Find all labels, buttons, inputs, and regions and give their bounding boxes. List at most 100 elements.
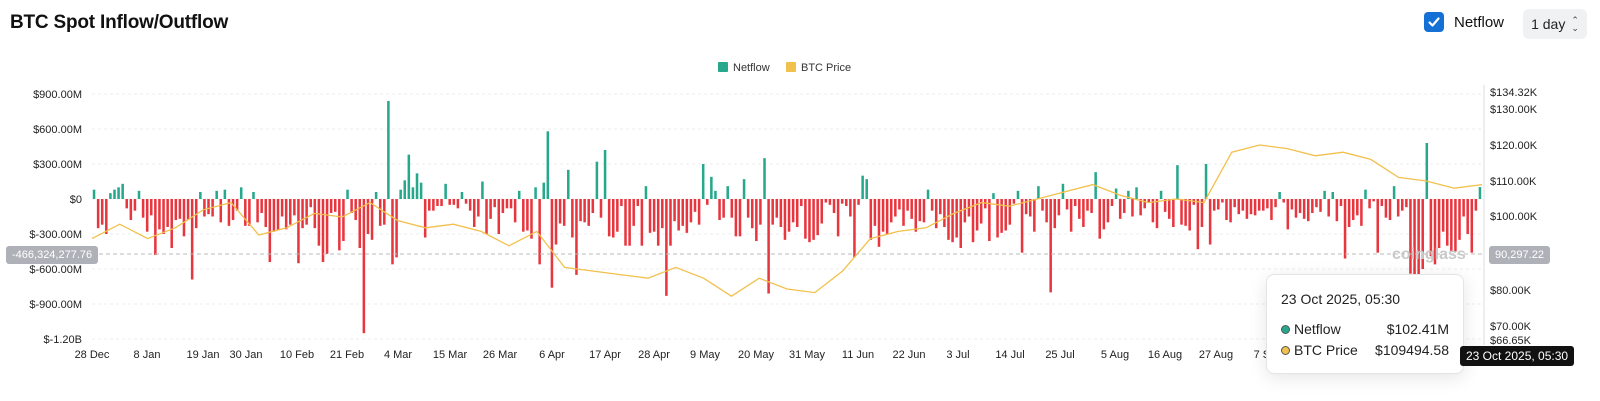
netflow-bar — [387, 100, 390, 199]
netflow-bar — [113, 189, 116, 199]
netflow-bar — [877, 199, 881, 247]
netflow-bar — [783, 199, 787, 240]
netflow-bar — [1327, 199, 1330, 217]
netflow-bar — [333, 199, 337, 212]
netflow-bar — [996, 199, 999, 238]
netflow-bar — [889, 199, 893, 223]
netflow-bar — [276, 199, 280, 231]
netflow-bar — [1225, 199, 1228, 221]
netflow-toggle-label: Netflow — [1454, 13, 1505, 31]
netflow-bar — [448, 199, 451, 205]
netflow-bar — [1294, 199, 1298, 218]
netflow-bar — [260, 199, 263, 213]
netflow-bar — [1315, 199, 1318, 208]
netflow-bar — [906, 199, 909, 211]
tooltip-row-btc-price: BTC Price $109494.58 — [1281, 342, 1449, 358]
netflow-bar — [305, 199, 308, 225]
netflow-bar — [289, 199, 292, 225]
netflow-bar — [158, 199, 161, 230]
netflow-bar — [857, 199, 860, 205]
interval-select[interactable]: 1 day ⌃ ⌄ — [1523, 9, 1587, 39]
netflow-bar — [853, 199, 856, 258]
netflow-bar — [96, 199, 100, 229]
netflow-bar — [370, 199, 374, 240]
netflow-bar — [456, 199, 460, 209]
netflow-bar — [297, 199, 300, 264]
netflow-bar — [1356, 199, 1359, 216]
netflow-bar — [239, 187, 243, 199]
netflow-bar — [366, 199, 370, 235]
netflow-bar — [407, 154, 411, 199]
x-tick-label: 28 Dec — [75, 349, 110, 361]
netflow-bar — [800, 199, 803, 206]
netflow-bar — [661, 199, 664, 229]
netflow-bar — [988, 199, 991, 242]
netflow-bar — [464, 199, 468, 204]
netflow-bar — [599, 199, 603, 218]
netflow-bar — [325, 199, 329, 254]
netflow-bar — [362, 199, 366, 334]
legend-label: BTC Price — [801, 62, 851, 74]
y-right-tick-label: $100.00K — [1490, 211, 1538, 223]
netflow-bar — [1437, 199, 1441, 249]
netflow-bar — [100, 199, 104, 225]
netflow-bar — [1118, 199, 1122, 219]
netflow-bar — [215, 190, 218, 199]
netflow-bar — [1082, 199, 1085, 228]
netflow-bar — [1237, 199, 1241, 215]
x-tick-label: 20 May — [738, 349, 775, 361]
netflow-bar — [620, 199, 623, 206]
netflow-bar — [350, 199, 353, 213]
netflow-bar — [1221, 199, 1224, 203]
netflow-bar — [190, 199, 194, 280]
y-left-tick-label: $600.00M — [33, 124, 82, 136]
netflow-bar — [105, 199, 108, 235]
netflow-bar — [1409, 199, 1412, 274]
netflow-bar — [1278, 192, 1281, 199]
netflow-bar — [1106, 199, 1110, 223]
netflow-bar — [1200, 199, 1204, 228]
netflow-bar — [452, 199, 456, 205]
netflow-bar — [1045, 199, 1048, 223]
netflow-bar — [378, 199, 382, 226]
x-tick-label: 15 Mar — [433, 349, 468, 361]
netflow-bar — [1380, 199, 1384, 206]
netflow-bar — [714, 190, 717, 199]
netflow-bar — [567, 169, 570, 199]
netflow-bar — [1102, 199, 1106, 230]
netflow-bar — [1351, 199, 1355, 221]
netflow-bar — [1450, 199, 1453, 252]
netflow-bar — [1167, 199, 1171, 219]
netflow-bar — [145, 199, 149, 232]
y-right-tick-label: $110.00K — [1490, 176, 1537, 188]
netflow-bar — [207, 199, 210, 215]
netflow-bar — [611, 199, 615, 238]
netflow-bar — [992, 193, 995, 199]
netflow-bar — [812, 199, 815, 240]
netflow-bar — [489, 199, 492, 219]
netflow-bar — [522, 199, 525, 232]
netflow-bar — [955, 199, 958, 238]
netflow-bar — [1396, 199, 1400, 217]
netflow-bar — [591, 199, 595, 213]
netflow-bar — [746, 199, 750, 218]
y-right-tick-label: $70.00K — [1490, 321, 1532, 333]
netflow-bar — [562, 199, 566, 226]
netflow-bar — [1147, 199, 1151, 203]
netflow-bar — [665, 199, 668, 296]
netflow-bar — [141, 199, 145, 218]
netflow-bar — [1441, 199, 1445, 232]
x-tick-label: 19 Jan — [186, 349, 219, 361]
netflow-checkbox[interactable] — [1424, 12, 1444, 32]
x-tick-label: 30 Jan — [229, 349, 262, 361]
netflow-bar — [1413, 199, 1416, 316]
netflow-bar — [252, 192, 255, 199]
netflow-bar — [493, 199, 496, 208]
netflow-bar — [1458, 199, 1461, 240]
netflow-bar — [477, 199, 480, 217]
netflow-bar — [914, 199, 918, 232]
netflow-bar — [284, 199, 288, 230]
netflow-toggle[interactable]: Netflow — [1424, 12, 1504, 32]
netflow-bar — [648, 199, 652, 233]
